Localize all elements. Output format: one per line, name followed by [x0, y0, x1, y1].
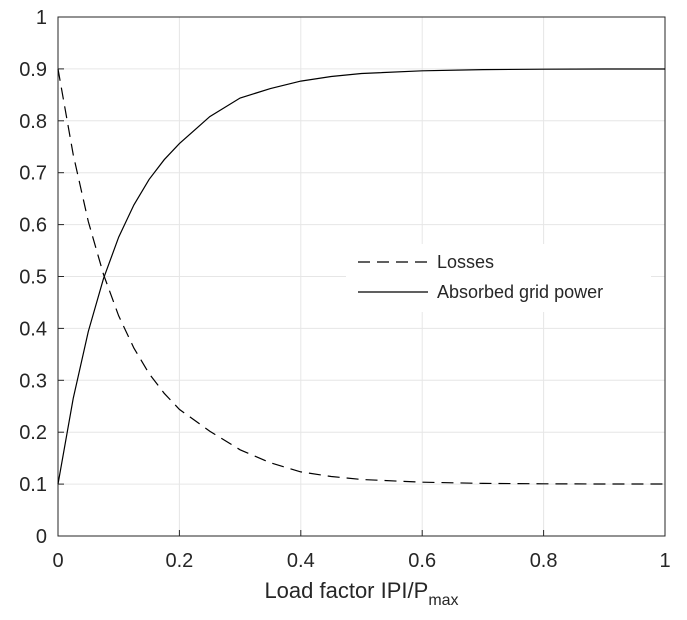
x-tick-label: 0.2: [165, 550, 193, 572]
series-group: [57, 68, 665, 485]
x-tick-label: 0.4: [287, 550, 315, 572]
y-tick-label: 0.6: [19, 215, 47, 237]
legend-label: Losses: [437, 252, 494, 272]
legend: Losses Absorbed grid power: [346, 244, 651, 312]
legend-box: [346, 244, 651, 312]
axis-ticks: 0 0.2 0.4 0.6 0.8 1 0 0.1 0.2 0.3 0.4 0.5 0.6 0.7 0.8 0…: [19, 7, 670, 572]
y-tick-label: 0.5: [19, 267, 47, 289]
y-tick-label: 0.4: [19, 318, 47, 340]
y-tick-label: 0.1: [19, 474, 47, 496]
y-tick-label: 1: [36, 7, 47, 29]
y-tick-label: 0: [36, 526, 47, 548]
x-axis-title: Load factor IPI/Pmax: [264, 578, 458, 609]
x-tick-label: 0.6: [408, 550, 436, 572]
x-tick-label: 1: [659, 550, 670, 572]
y-tick-label: 0.8: [19, 111, 47, 133]
x-tick-label: 0.8: [530, 550, 558, 572]
series-line-losses: [57, 68, 665, 485]
y-tick-label: 0.9: [19, 59, 47, 81]
legend-label: Absorbed grid power: [437, 282, 603, 302]
x-tick-label: 0: [52, 550, 63, 572]
y-tick-label: 0.2: [19, 422, 47, 444]
series-line-absorbed-grid-power: [57, 68, 665, 485]
x-axis-title-subscript: max: [428, 592, 458, 609]
y-tick-label: 0.3: [19, 370, 47, 392]
y-tick-label: 0.7: [19, 163, 47, 185]
x-axis-title-main: Load factor IPI/P: [264, 578, 428, 603]
